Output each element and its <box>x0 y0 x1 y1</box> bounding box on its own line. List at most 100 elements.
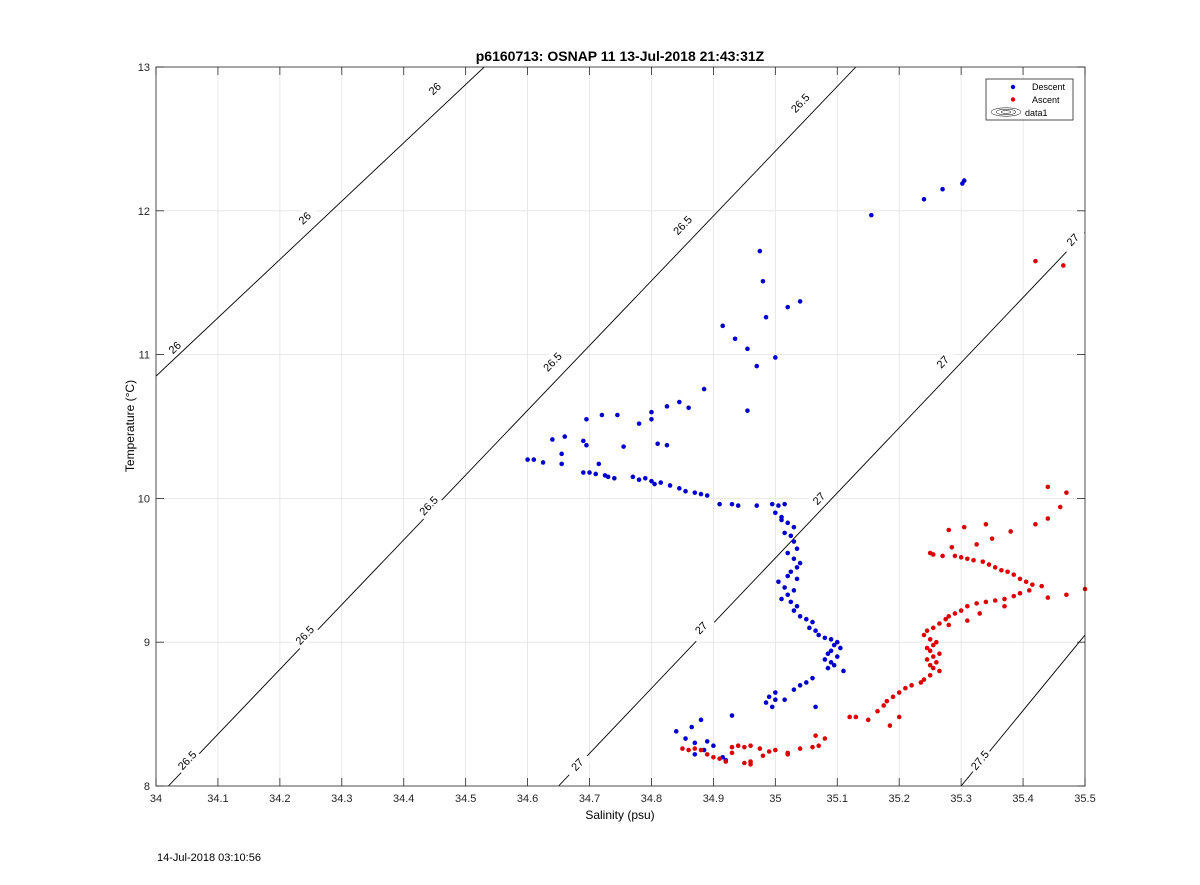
point-ascent <box>735 743 741 749</box>
point-ascent <box>980 559 986 564</box>
point-descent <box>732 336 738 342</box>
point-descent <box>605 474 611 480</box>
point-ascent <box>1002 603 1007 609</box>
contour-label-bg <box>928 347 957 377</box>
point-ascent <box>1033 258 1038 264</box>
y-tick-label: 9 <box>144 637 150 649</box>
point-descent <box>816 632 821 638</box>
point-ascent <box>757 746 763 751</box>
point-ascent <box>1002 596 1007 602</box>
point-descent <box>692 752 698 757</box>
point-ascent <box>958 555 964 560</box>
x-tick-label: 34.9 <box>703 793 724 805</box>
contour-line-26 <box>156 67 485 377</box>
point-descent <box>673 729 679 734</box>
point-descent <box>701 386 707 392</box>
point-ascent <box>927 672 933 678</box>
point-descent <box>788 533 794 539</box>
point-ascent <box>865 717 871 723</box>
point-ascent <box>1008 529 1013 534</box>
point-ascent <box>930 665 936 671</box>
point-ascent <box>921 677 927 682</box>
point-descent <box>593 471 599 477</box>
point-ascent <box>766 749 772 754</box>
point-ascent <box>875 708 880 714</box>
contour-label-bg <box>420 74 449 103</box>
point-descent <box>667 483 673 488</box>
point-ascent <box>924 645 930 651</box>
point-ascent <box>1039 583 1044 589</box>
point-ascent <box>1033 521 1038 527</box>
point-ascent <box>853 714 859 720</box>
point-descent <box>785 592 791 598</box>
point-descent <box>655 441 660 447</box>
point-descent <box>559 461 564 467</box>
point-ascent <box>992 565 998 570</box>
axis-ticks: 34 34.1 34.2 34.3 34.4 34.5 34.6 34.7 34.8 34.9 35… <box>138 62 1096 805</box>
point-descent <box>794 603 800 609</box>
point-descent <box>773 355 778 360</box>
point-descent <box>630 474 636 480</box>
point-descent <box>813 704 818 710</box>
point-ascent <box>1023 579 1029 585</box>
axes-background <box>156 67 1085 786</box>
point-descent <box>773 510 778 516</box>
point-descent <box>794 576 800 582</box>
contour-line-26.5 <box>168 67 857 786</box>
point-descent <box>636 477 642 483</box>
point-descent <box>831 642 837 648</box>
point-descent <box>810 619 815 625</box>
contour-label-bg <box>966 745 994 775</box>
point-ascent <box>760 753 766 759</box>
point-ascent <box>1005 569 1010 575</box>
point-descent <box>791 588 797 593</box>
point-descent <box>825 651 831 657</box>
x-tick-label: 34.5 <box>455 793 476 805</box>
data-points <box>525 178 1088 767</box>
point-ascent <box>847 714 852 720</box>
point-descent <box>599 412 605 418</box>
point-descent <box>791 608 797 613</box>
point-descent <box>779 596 784 602</box>
point-descent <box>704 739 710 744</box>
point-descent <box>785 304 791 310</box>
point-ascent <box>822 736 828 741</box>
point-descent <box>636 421 642 426</box>
point-ascent <box>1064 490 1069 495</box>
point-ascent <box>903 685 908 691</box>
point-descent <box>869 212 874 218</box>
point-descent <box>822 635 828 641</box>
x-tick-label: 35 <box>769 793 781 805</box>
point-ascent <box>927 662 933 668</box>
point-ascent <box>983 521 989 527</box>
x-tick-label: 35.2 <box>888 793 909 805</box>
point-descent <box>776 579 781 585</box>
density-contours: 26262626.526.526.526.526.526.52727272727… <box>156 67 1087 786</box>
point-ascent <box>1017 576 1023 582</box>
point-ascent <box>924 628 930 633</box>
point-descent <box>664 442 670 448</box>
point-ascent <box>748 759 753 764</box>
point-descent <box>779 517 784 523</box>
point-descent <box>763 700 769 705</box>
point-descent <box>763 314 769 320</box>
point-descent <box>804 616 809 622</box>
point-descent <box>745 408 750 413</box>
legend-label-data1: data1 <box>1025 108 1048 118</box>
point-ascent <box>927 648 933 654</box>
point-descent <box>729 501 735 507</box>
point-ascent <box>924 657 930 662</box>
point-descent <box>757 248 763 254</box>
point-ascent <box>974 601 979 606</box>
point-ascent <box>1045 484 1051 490</box>
x-tick-label: 34.4 <box>393 793 414 805</box>
point-ascent <box>680 746 685 751</box>
contour-label-bg <box>786 88 815 118</box>
legend-marker-descent <box>1010 84 1016 90</box>
point-ascent <box>881 703 887 708</box>
point-descent <box>785 550 791 556</box>
point-ascent <box>937 651 942 657</box>
point-ascent <box>965 556 970 562</box>
point-ascent <box>918 680 924 685</box>
point-descent <box>584 442 589 448</box>
